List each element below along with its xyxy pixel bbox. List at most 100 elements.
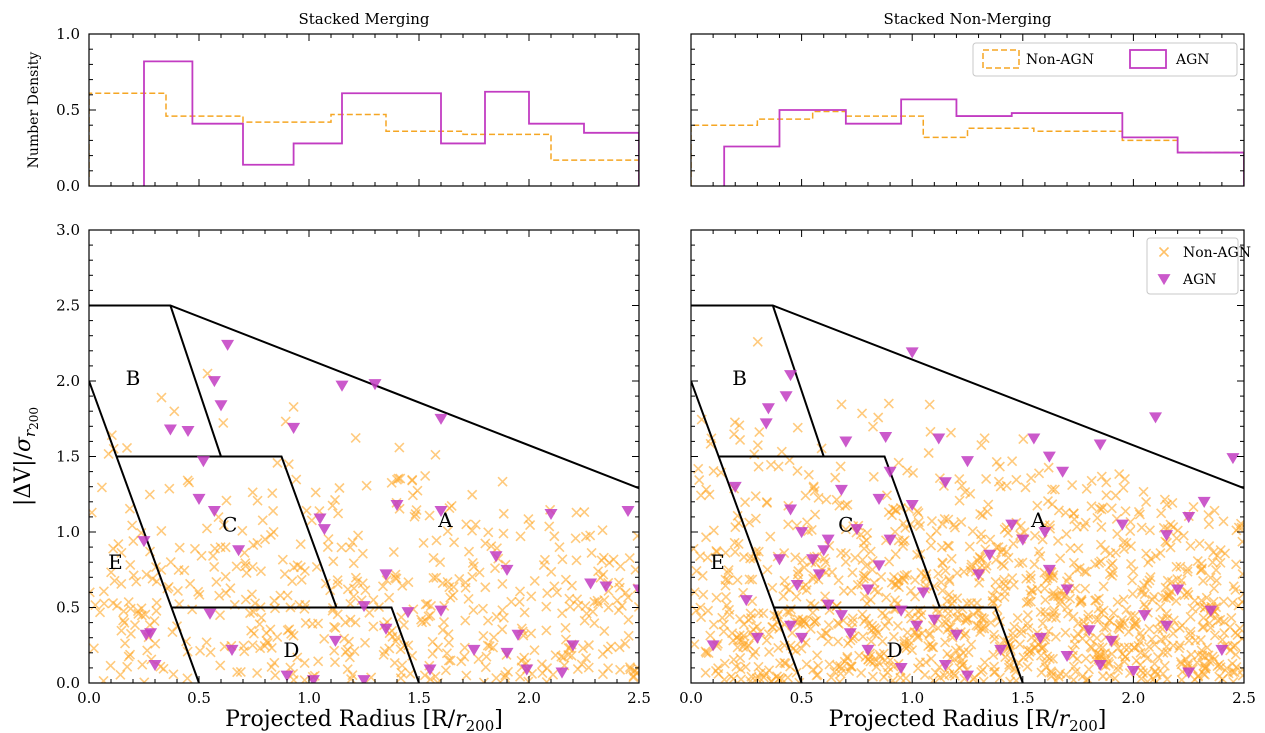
non-agn-point — [232, 667, 243, 678]
non-agn-point — [730, 522, 741, 533]
non-agn-point — [792, 617, 804, 628]
non-agn-point — [1227, 658, 1238, 669]
non-agn-point — [267, 488, 278, 499]
panel-stacked-non-merging-scatter: A B C D E Projected Radius [R/r200] Non-AGN AGN… — [679, 229, 1256, 733]
non-agn-point — [739, 638, 750, 649]
agn-point — [784, 620, 798, 632]
non-agn-point — [1227, 597, 1238, 608]
non-agn-point — [614, 642, 625, 653]
non-agn-point — [1145, 572, 1156, 583]
non-agn-point — [478, 630, 489, 641]
non-agn-point — [976, 613, 987, 624]
x-tick-label: 1.0 — [297, 689, 321, 707]
non-agn-point — [857, 554, 868, 566]
non-agn-point — [961, 598, 973, 609]
non-agn-point — [1093, 614, 1104, 625]
x-tick-label: 1.5 — [1011, 689, 1035, 707]
non-agn-point — [1047, 499, 1058, 510]
agn-point — [555, 667, 569, 679]
non-agn-point — [498, 528, 509, 539]
non-agn-point — [589, 596, 600, 607]
non-agn-point — [407, 650, 418, 661]
non-agn-point — [1188, 501, 1199, 513]
non-agn-point — [1162, 575, 1173, 586]
agn-point — [221, 339, 235, 351]
agn-point — [1016, 534, 1030, 546]
agn-points — [137, 339, 639, 683]
non-agn-point — [129, 619, 141, 631]
non-agn-point — [764, 646, 775, 658]
region-boundary-line — [169, 305, 222, 457]
x-tick-label: 1.0 — [900, 689, 924, 707]
non-agn-point — [515, 531, 526, 542]
non-agn-point — [116, 625, 127, 636]
non-agn-point — [882, 667, 893, 678]
non-agn-point — [704, 489, 715, 500]
non-agn-point — [323, 534, 334, 545]
y-tick-label: 2.5 — [56, 297, 80, 315]
non-agn-point — [1215, 662, 1226, 673]
non-agn-point — [497, 476, 508, 487]
non-agn-point — [106, 567, 117, 578]
agn-point — [1038, 527, 1052, 539]
non-agn-point — [782, 606, 793, 617]
non-agn-point — [846, 585, 857, 596]
agn-point — [961, 670, 974, 682]
non-agn-point — [398, 619, 409, 631]
agn-point — [784, 504, 798, 516]
tick-marks — [690, 229, 1245, 684]
agn-point — [368, 379, 382, 391]
non-agn-point — [332, 575, 343, 586]
non-agn-point — [807, 607, 818, 618]
agn-point — [379, 623, 393, 635]
non-agn-point — [694, 475, 705, 486]
non-agn-point — [272, 457, 283, 468]
non-agn-point — [613, 605, 624, 616]
agn-point — [938, 660, 952, 672]
non-agn-point — [820, 557, 831, 568]
non-agn-point — [733, 538, 744, 550]
non-agn-point — [895, 672, 906, 683]
non-agn-point — [783, 519, 794, 530]
non-agn-point — [332, 578, 343, 590]
non-agn-point — [151, 597, 162, 608]
non-agn-point — [1042, 496, 1054, 507]
region-boundary-line — [773, 606, 1024, 683]
non-agn-point — [717, 612, 728, 623]
non-agn-point — [467, 489, 478, 500]
agn-point — [280, 670, 294, 682]
legend-marker-agn — [1157, 274, 1171, 286]
non-agn-point — [270, 670, 281, 681]
non-agn-point — [1067, 479, 1078, 491]
non-agn-point — [1078, 616, 1089, 627]
region-label-a: A — [437, 508, 453, 532]
non-agn-point — [923, 447, 934, 459]
non-agn-point — [118, 615, 129, 626]
non-agn-point — [1008, 579, 1019, 590]
non-agn-point — [1109, 673, 1120, 683]
non-agn-point — [823, 619, 834, 631]
non-agn-point — [94, 607, 106, 618]
non-agn-point — [1233, 600, 1244, 611]
non-agn-point — [554, 542, 565, 553]
non-agn-point — [468, 561, 479, 572]
x-tick-label: 2.5 — [627, 689, 651, 707]
non-agn-point — [959, 630, 970, 641]
non-agn-point — [570, 533, 581, 544]
non-agn-point — [377, 581, 389, 592]
non-agn-point — [792, 569, 803, 580]
agn-point — [1093, 439, 1107, 451]
non-agn-point — [257, 515, 268, 526]
non-agn-point — [925, 532, 936, 543]
non-agn-point — [732, 575, 743, 586]
non-agn-point — [425, 600, 437, 611]
non-agn-point — [782, 672, 793, 683]
non-agn-point — [172, 585, 183, 596]
agn-point — [287, 422, 301, 434]
non-agn-point — [846, 661, 857, 672]
non-agn-point — [847, 613, 858, 624]
agn-point — [883, 466, 897, 478]
non-agn-point — [873, 586, 884, 597]
plot-area — [691, 98, 1244, 186]
non-agn-point — [787, 627, 798, 638]
